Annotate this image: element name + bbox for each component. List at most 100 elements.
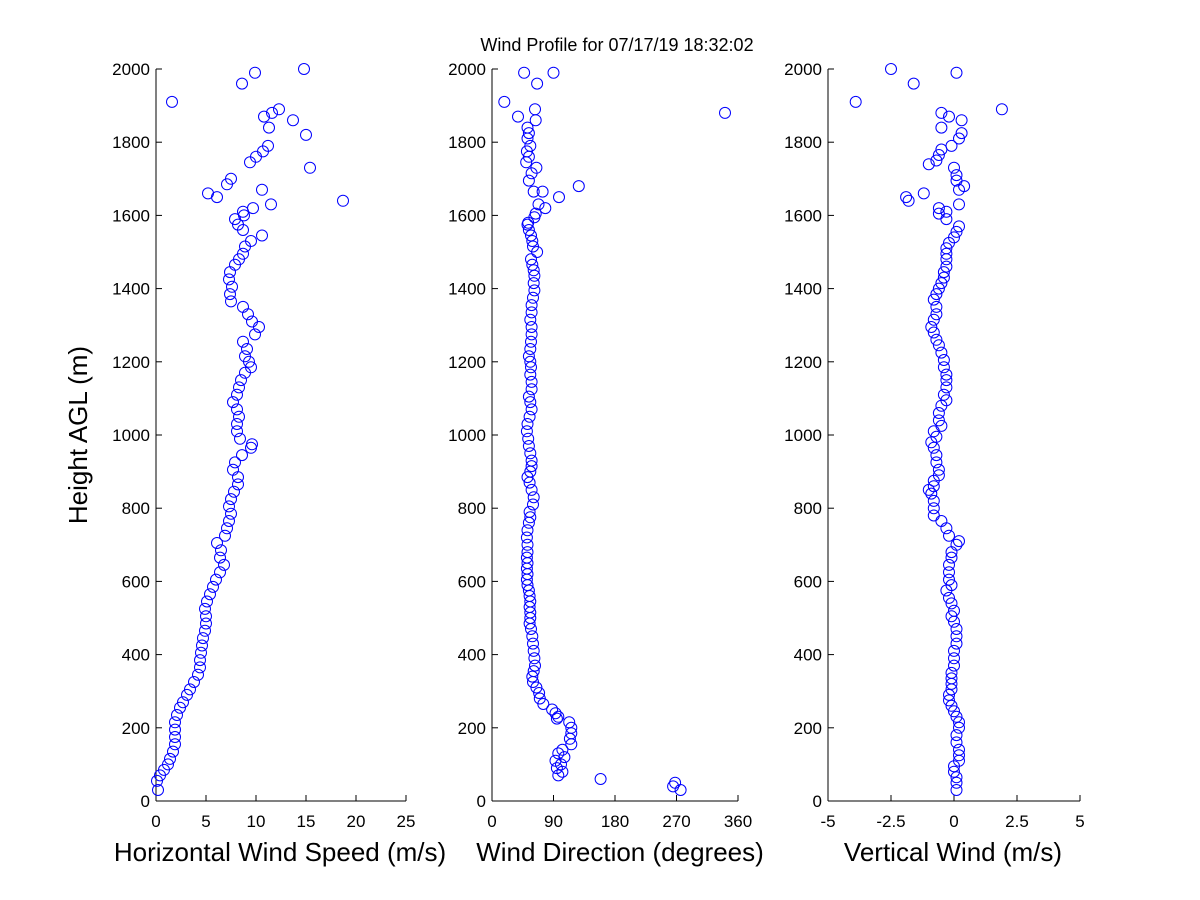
data-point — [950, 776, 963, 789]
data-point — [533, 692, 546, 705]
data-point — [151, 774, 163, 787]
data-point — [550, 762, 563, 775]
data-point — [245, 235, 257, 247]
y-tick-label: 1600 — [784, 206, 822, 225]
data-point — [194, 661, 206, 674]
data-point — [188, 676, 200, 688]
data-point — [549, 754, 562, 767]
data-point — [523, 410, 536, 423]
data-point — [225, 295, 237, 308]
y-tick-label: 200 — [122, 719, 150, 738]
data-point — [234, 432, 246, 445]
data-point — [945, 579, 958, 592]
data-point — [719, 106, 731, 119]
data-point — [525, 335, 537, 348]
data-point — [935, 346, 948, 359]
data-point — [528, 652, 541, 665]
data-point — [932, 149, 945, 161]
data-point — [950, 623, 963, 635]
data-point — [223, 273, 235, 286]
data-point — [521, 538, 534, 551]
data-point — [522, 350, 535, 363]
data-point — [231, 388, 243, 401]
data-point — [532, 198, 545, 211]
data-point — [930, 333, 943, 346]
y-tick-label: 1000 — [448, 426, 486, 445]
data-point — [237, 335, 249, 348]
data-point — [950, 630, 963, 643]
data-point — [195, 646, 207, 659]
y-tick-label: 1200 — [448, 353, 486, 372]
data-point — [940, 381, 953, 394]
data-point — [225, 172, 237, 185]
data-point — [930, 300, 943, 313]
data-point — [953, 198, 965, 211]
y-tick-label: 1800 — [112, 133, 150, 152]
data-point — [529, 103, 541, 116]
data-point — [211, 537, 223, 549]
data-point — [204, 588, 216, 601]
x-tick-label: 270 — [662, 812, 690, 831]
data-point — [239, 350, 251, 363]
data-point — [498, 95, 511, 108]
data-point — [199, 602, 211, 615]
data-point — [945, 672, 958, 685]
data-point — [287, 114, 299, 127]
data-point — [524, 355, 537, 368]
data-point — [902, 194, 915, 207]
data-point — [927, 480, 940, 493]
data-point — [937, 354, 950, 366]
data-point — [171, 709, 183, 721]
data-point — [953, 220, 965, 233]
data-point — [945, 139, 958, 152]
data-point — [940, 368, 953, 381]
data-point — [523, 505, 536, 518]
data-point — [943, 566, 955, 579]
data-point — [258, 110, 270, 123]
data-point — [552, 769, 565, 782]
data-point — [169, 716, 181, 729]
data-point — [552, 710, 565, 723]
data-point — [927, 502, 940, 515]
x-tick-label: -2.5 — [876, 812, 905, 831]
data-point — [932, 339, 945, 352]
x-tick-label: 10 — [247, 812, 266, 831]
data-point — [241, 343, 253, 355]
data-point — [943, 591, 955, 604]
y-tick-label: 1800 — [784, 133, 822, 152]
data-point — [950, 538, 963, 551]
data-point — [953, 132, 965, 145]
data-point — [201, 595, 213, 608]
data-point — [932, 463, 945, 476]
data-point — [932, 407, 945, 419]
data-point — [539, 202, 552, 215]
data-point — [169, 738, 181, 751]
data-point — [522, 432, 535, 445]
data-point — [227, 396, 239, 409]
data-point — [945, 610, 958, 623]
data-point — [266, 106, 278, 119]
data-point — [166, 95, 178, 108]
data-point — [249, 328, 261, 341]
data-point — [950, 784, 963, 796]
y-tick-label: 200 — [794, 719, 822, 738]
data-point — [530, 161, 543, 174]
data-point — [950, 771, 963, 784]
x-tick-label: 5 — [1075, 812, 1084, 831]
data-point — [932, 202, 945, 215]
data-point — [518, 66, 531, 79]
data-point — [200, 617, 212, 630]
data-point — [950, 736, 963, 749]
data-point — [950, 169, 963, 182]
data-point — [529, 659, 541, 672]
data-point — [525, 253, 537, 266]
data-point — [184, 683, 196, 696]
data-point — [950, 729, 963, 742]
x-tick-label: 0 — [949, 812, 958, 831]
data-point — [300, 128, 312, 141]
data-point — [556, 743, 569, 756]
data-point — [922, 158, 935, 171]
data-point — [563, 716, 576, 729]
y-tick-label: 1600 — [112, 206, 150, 225]
